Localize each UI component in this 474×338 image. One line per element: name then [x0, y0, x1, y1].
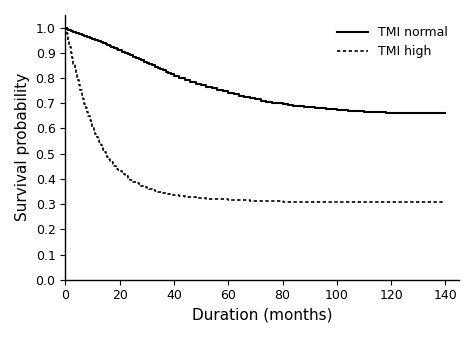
TMI high [247, 198, 253, 202]
Legend: TMI normal, TMI high: TMI normal, TMI high [332, 21, 453, 64]
TMI normal [63, 26, 68, 30]
TMI high [443, 199, 448, 203]
TMI normal [236, 92, 242, 96]
TMI high [280, 199, 285, 203]
X-axis label: Duration (months): Duration (months) [192, 308, 332, 323]
Line: TMI high: TMI high [65, 28, 446, 201]
TMI normal [307, 105, 312, 109]
TMI normal [92, 38, 98, 42]
TMI normal [247, 96, 253, 100]
TMI high [66, 45, 72, 49]
Y-axis label: Survival probability: Survival probability [15, 73, 30, 221]
TMI high [63, 26, 68, 30]
TMI normal [443, 111, 448, 115]
TMI normal [66, 28, 72, 32]
Line: TMI normal: TMI normal [65, 28, 446, 113]
TMI normal [113, 46, 118, 50]
TMI high [92, 132, 98, 136]
TMI high [307, 199, 312, 203]
TMI high [113, 165, 118, 169]
TMI high [236, 198, 242, 202]
